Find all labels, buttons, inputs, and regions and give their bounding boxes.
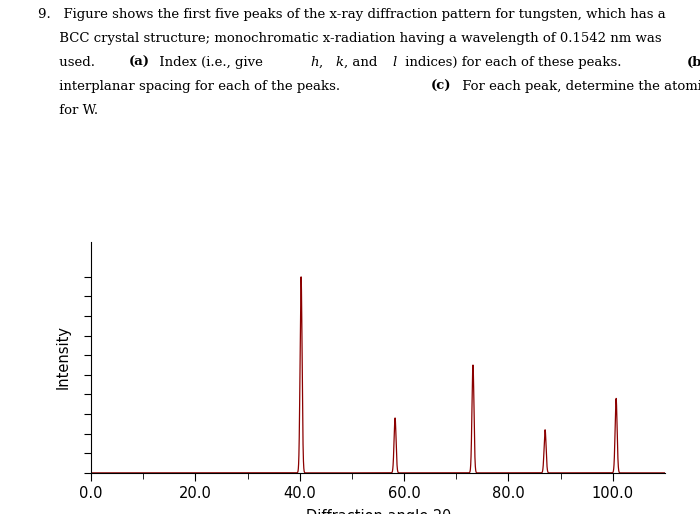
Text: indices) for each of these peaks.: indices) for each of these peaks. [401, 56, 626, 69]
Text: (b): (b) [687, 56, 700, 69]
Text: ,: , [319, 56, 328, 69]
Text: 9.   Figure shows the first five peaks of the x-ray diffraction pattern for tung: 9. Figure shows the first five peaks of … [38, 8, 666, 21]
Y-axis label: Intensity: Intensity [56, 325, 71, 389]
Text: BCC crystal structure; monochromatic x-radiation having a wavelength of 0.1542 n: BCC crystal structure; monochromatic x-r… [38, 32, 662, 45]
Text: h: h [311, 56, 319, 69]
Text: (c): (c) [431, 80, 452, 93]
Text: for W.: for W. [38, 104, 99, 117]
Text: For each peak, determine the atomic radius: For each peak, determine the atomic radi… [458, 80, 700, 93]
Text: Index (i.e., give: Index (i.e., give [155, 56, 267, 69]
Text: , and: , and [344, 56, 382, 69]
Text: k: k [335, 56, 344, 69]
Text: l: l [393, 56, 397, 69]
Text: used.: used. [38, 56, 99, 69]
Text: (a): (a) [129, 56, 150, 69]
X-axis label: Diffraction angle 2θ: Diffraction angle 2θ [305, 509, 451, 514]
Text: interplanar spacing for each of the peaks.: interplanar spacing for each of the peak… [38, 80, 345, 93]
